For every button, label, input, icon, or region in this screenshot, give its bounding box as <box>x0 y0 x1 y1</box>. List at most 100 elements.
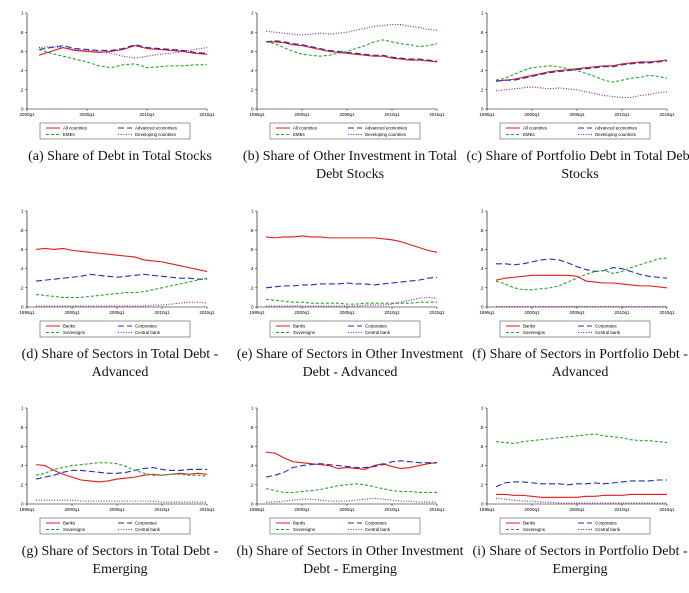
series-line-all-countries <box>495 59 668 82</box>
chart-panel: 0 .2 .4 .6 .8 1 1995q1 2000q1 2005q1 2010q1 2015q1… <box>15 401 225 591</box>
legend-box <box>39 320 191 338</box>
series-line-sovereigns <box>495 433 668 445</box>
legend-box <box>39 517 191 535</box>
line-chart: 0 .2 .4 .6 .8 1 1995q1 2000q1 2005q1 2010q1 2015q1… <box>479 11 675 140</box>
y-tick-label: .6 <box>20 49 24 54</box>
x-tick-label: 1995q1 <box>19 507 35 512</box>
x-tick-label: 2000q1 <box>524 310 540 315</box>
y-tick-label: .4 <box>480 266 484 271</box>
y-tick-label: .8 <box>250 425 254 430</box>
x-tick-label: 2000q1 <box>64 507 80 512</box>
chart-panel: 0 .2 .4 .6 .8 1 1995q1 2000q1 2005q1 2010q1 2015q1… <box>15 204 225 394</box>
y-tick-label: 0 <box>21 107 24 112</box>
y-tick-label: 0 <box>21 502 24 507</box>
y-tick-label: 0 <box>481 107 484 112</box>
x-tick-label: 2000q1 <box>19 112 35 117</box>
series-line-emes <box>495 65 668 83</box>
legend-label: Sovereigns <box>523 527 546 532</box>
x-tick-label: 1995q1 <box>479 112 495 117</box>
y-tick-label: .2 <box>250 87 254 92</box>
legend-label: Corporates <box>365 324 388 329</box>
series-line-corporates <box>35 273 207 282</box>
series-line-all-countries <box>38 45 208 56</box>
x-tick-label: 2005q1 <box>339 112 355 117</box>
y-tick-label: 1 <box>481 406 484 411</box>
chart-caption: (b) Share of Other Investment in Total D… <box>242 149 458 182</box>
x-tick-label: 2010q1 <box>614 310 630 315</box>
line-chart: 0 .2 .4 .6 .8 1 1995q1 2000q1 2005q1 2010q1 2015q1… <box>479 209 675 338</box>
x-tick-label: 2015q1 <box>429 310 445 315</box>
line-chart: 0 .2 .4 .6 .8 1 1995q1 2000q1 2005q1 2010q1 2015q1… <box>479 406 675 535</box>
chart-panel: 0 .2 .4 .6 .8 1 1995q1 2000q1 2005q1 2010q1 2015q1… <box>472 401 687 591</box>
line-chart: 0 .2 .4 .6 .8 1 1995q1 2000q1 2005q1 2010q1 2015q1… <box>249 209 445 338</box>
series-line-advanced-economies <box>495 60 668 82</box>
y-tick-label: .6 <box>250 49 254 54</box>
series-line-banks <box>265 235 438 253</box>
y-tick-label: 1 <box>21 11 24 16</box>
x-tick-label: 2015q1 <box>659 310 675 315</box>
chart-panel: 0 .2 .4 .6 .8 1 2000q1 2005q1 2010q1 2015q1 All co… <box>15 6 225 196</box>
x-tick-label: 2015q1 <box>199 112 215 117</box>
y-tick-label: .2 <box>480 285 484 290</box>
line-chart: 0 .2 .4 .6 .8 1 1995q1 2000q1 2005q1 2010q1 2015q1… <box>19 406 215 535</box>
legend-label: Developing countries <box>365 132 407 137</box>
series-line-banks <box>265 451 438 470</box>
legend-box <box>499 122 651 140</box>
x-tick-label: 2005q1 <box>569 310 585 315</box>
y-tick-label: .6 <box>480 49 484 54</box>
y-tick-label: 0 <box>251 107 254 112</box>
y-tick-label: .4 <box>20 68 24 73</box>
legend-label: Developing countries <box>595 132 637 137</box>
x-tick-label: 2005q1 <box>569 507 585 512</box>
x-tick-label: 2015q1 <box>199 310 215 315</box>
x-tick-label: 2010q1 <box>154 507 170 512</box>
y-tick-label: 1 <box>21 406 24 411</box>
y-tick-label: .2 <box>250 482 254 487</box>
x-tick-label: 2010q1 <box>384 310 400 315</box>
legend-label: Banks <box>293 521 306 526</box>
series-line-central-bank <box>36 301 208 307</box>
y-tick-label: .8 <box>480 30 484 35</box>
series-line-emes <box>38 48 207 69</box>
y-tick-label: .4 <box>250 266 254 271</box>
y-tick-label: 0 <box>251 502 254 507</box>
legend-label: Advanced economies <box>595 126 638 131</box>
x-tick-label: 1995q1 <box>249 310 265 315</box>
x-tick-label: 2005q1 <box>339 310 355 315</box>
legend-label: Corporates <box>595 521 618 526</box>
x-tick-label: 2010q1 <box>384 507 400 512</box>
chart-caption: (g) Share of Sectors in Total Debt - Eme… <box>21 544 219 577</box>
chart-caption: (c) Share of Portfolio Debt in Total Deb… <box>466 149 689 182</box>
legend-label: Sovereigns <box>293 527 316 532</box>
legend-label: All countries <box>63 126 88 131</box>
chart-panel: 0 .2 .4 .6 .8 1 1995q1 2000q1 2005q1 2010q1 2015q1… <box>243 6 457 196</box>
y-tick-label: .4 <box>20 266 24 271</box>
x-tick-label: 1995q1 <box>479 310 495 315</box>
x-tick-label: 2005q1 <box>109 507 125 512</box>
x-tick-label: 2000q1 <box>294 310 310 315</box>
y-tick-label: 0 <box>481 305 484 310</box>
legend-box <box>499 517 651 535</box>
y-tick-label: 1 <box>251 11 254 16</box>
y-tick-label: .8 <box>480 228 484 233</box>
legend-label: Central bank <box>365 330 391 335</box>
x-tick-label: 2000q1 <box>294 507 310 512</box>
legend-box <box>269 122 421 140</box>
y-tick-label: 1 <box>251 209 254 214</box>
y-tick-label: 0 <box>481 502 484 507</box>
y-tick-label: .8 <box>20 425 24 430</box>
legend-label: Advanced economies <box>365 126 408 131</box>
x-tick-label: 2005q1 <box>79 112 95 117</box>
legend-label: Corporates <box>135 324 158 329</box>
legend-label: Central bank <box>135 330 161 335</box>
x-tick-label: 2015q1 <box>199 507 215 512</box>
series-line-sovereigns <box>265 298 437 305</box>
series-line-banks <box>35 464 208 483</box>
legend-label: Banks <box>523 324 536 329</box>
series-line-corporates <box>35 466 207 480</box>
legend-label: Banks <box>523 521 536 526</box>
x-tick-label: 1995q1 <box>479 507 495 512</box>
x-tick-label: 2000q1 <box>524 112 540 117</box>
y-tick-label: 1 <box>481 11 484 16</box>
legend-label: Banks <box>63 324 76 329</box>
